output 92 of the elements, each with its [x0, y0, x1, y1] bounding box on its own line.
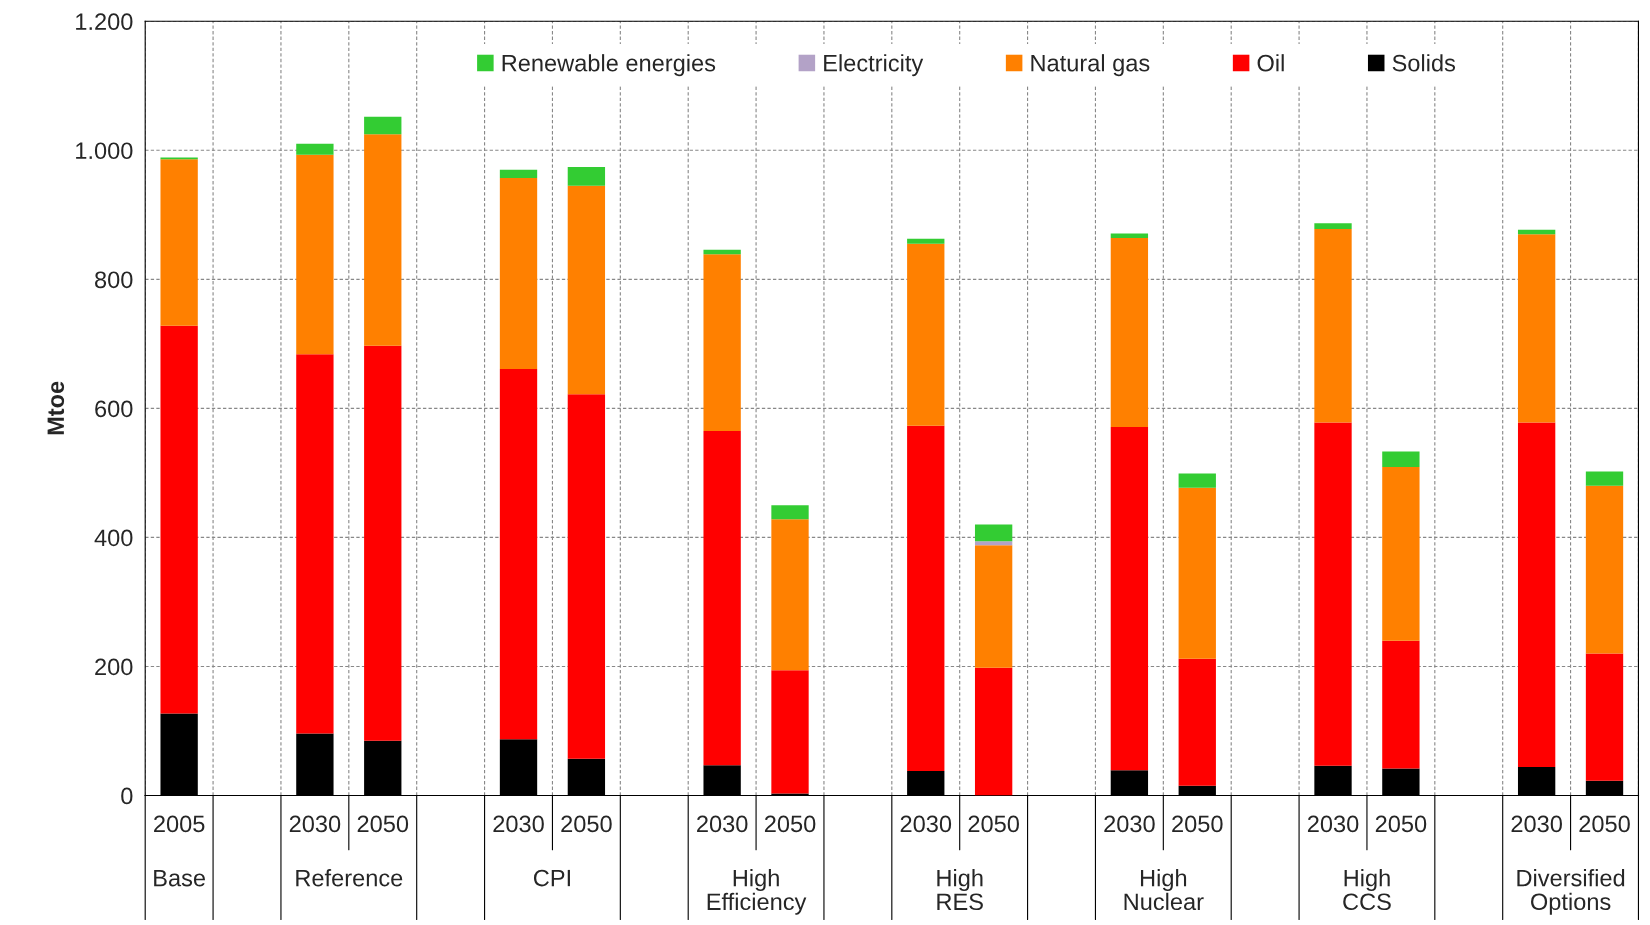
bar	[703, 430, 741, 766]
bar	[771, 519, 809, 671]
bar	[1382, 467, 1420, 641]
bar	[499, 739, 538, 796]
legend-label: Electricity	[824, 54, 924, 77]
bar	[703, 765, 741, 796]
bar	[974, 667, 1013, 796]
bar	[1585, 653, 1624, 781]
y-tick-label: 600	[95, 400, 133, 418]
bar	[567, 185, 606, 395]
bar	[907, 238, 945, 244]
x-tick-label: 2030	[1307, 815, 1359, 833]
bar	[703, 249, 741, 255]
x-tick-label: 2050	[1579, 815, 1630, 833]
bar	[1178, 473, 1216, 488]
y-tick-label: 800	[95, 271, 133, 289]
bar	[703, 254, 741, 431]
bar	[974, 524, 1013, 542]
bar	[364, 134, 402, 346]
bar	[160, 713, 198, 796]
x-tick-label: 2030	[1104, 815, 1155, 833]
x-tick-label: 2030	[289, 815, 341, 833]
bar	[364, 740, 402, 796]
bar	[907, 425, 945, 771]
text: Reference	[296, 869, 403, 887]
x-tick-label: 2050	[968, 815, 1019, 833]
bar	[1314, 229, 1352, 423]
x-tick-label: 2030	[697, 815, 748, 833]
bar	[364, 345, 402, 741]
bar	[771, 505, 809, 520]
x-tick-label: 2005	[154, 815, 205, 833]
text: CPI	[533, 869, 570, 887]
bar	[296, 143, 334, 155]
bar	[1314, 223, 1352, 230]
y-tick-label: 1.000	[76, 142, 133, 160]
bar	[567, 167, 606, 186]
bar	[1178, 785, 1216, 796]
y-tick-label: 1.200	[76, 13, 133, 31]
x-tick-label: 2050	[1375, 815, 1427, 833]
bar	[1110, 427, 1149, 771]
bar	[1178, 658, 1216, 786]
x-tick-label: 2030	[900, 815, 952, 833]
text: High RES	[937, 869, 983, 911]
text: High CCS	[1343, 869, 1391, 911]
legend-label: Oil	[1257, 54, 1284, 72]
text: High Efficiency	[707, 869, 807, 915]
text: Diversified Options	[1517, 869, 1625, 915]
legend-label: Renewable energies	[502, 54, 716, 77]
bar	[160, 159, 198, 326]
bar	[1382, 768, 1420, 796]
y-axis-title: Mtoe	[47, 381, 65, 435]
bar	[160, 325, 198, 714]
bar	[974, 541, 1013, 546]
y-tick-label: 400	[94, 529, 133, 547]
bar	[1517, 422, 1556, 768]
legend-label: Natural gas	[1031, 54, 1150, 77]
bar	[1314, 422, 1352, 766]
bar	[1585, 485, 1624, 654]
y-tick-label: 0	[121, 787, 133, 805]
bar	[1382, 640, 1420, 769]
bar	[907, 243, 945, 426]
bar	[907, 770, 945, 796]
x-tick-label: 2050	[561, 815, 612, 833]
bar	[567, 394, 606, 759]
bar	[1517, 234, 1556, 423]
x-tick-label: 2030	[493, 815, 544, 833]
bar	[974, 545, 1013, 668]
x-tick-label: 2030	[1511, 815, 1562, 833]
bar	[1110, 238, 1149, 428]
bar	[364, 116, 402, 135]
bar	[296, 354, 334, 734]
bar	[499, 178, 538, 370]
bar	[1585, 780, 1624, 796]
text: High Nuclear	[1124, 869, 1204, 911]
bar	[1585, 471, 1624, 486]
bar	[771, 670, 809, 794]
x-tick-label: 2050	[1172, 815, 1223, 833]
bar	[1517, 767, 1556, 796]
text: Base	[154, 869, 205, 887]
x-tick-label: 2050	[357, 815, 409, 833]
bar	[1314, 765, 1352, 796]
x-tick-label: 2050	[764, 815, 816, 833]
bar	[499, 369, 538, 740]
bar	[567, 758, 606, 796]
bar	[296, 154, 334, 355]
bar	[296, 733, 334, 796]
bar	[1382, 451, 1420, 468]
bar	[1178, 487, 1216, 659]
legend-label: Solids	[1392, 54, 1456, 72]
bar	[1110, 770, 1149, 796]
y-tick-label: 200	[95, 658, 133, 676]
bar	[499, 169, 538, 179]
